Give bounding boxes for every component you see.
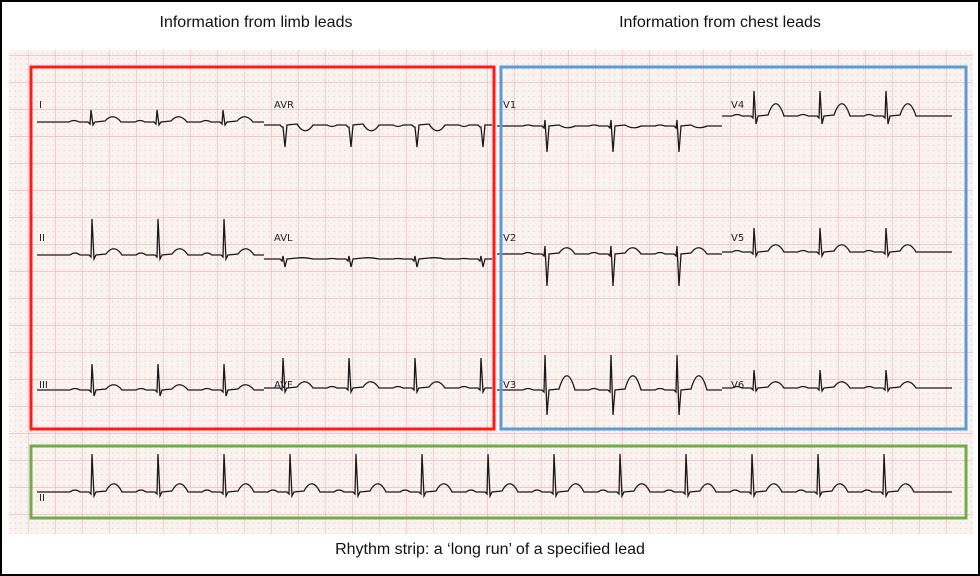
lead-label-III: III [39, 380, 48, 391]
grid [9, 50, 973, 534]
trace-rhythm-II [37, 453, 952, 499]
trace-V1 [497, 119, 722, 153]
lead-label-rhythm: II [39, 493, 45, 504]
trace-I [37, 109, 264, 127]
trace-V4 [722, 90, 952, 125]
trace-III [37, 363, 264, 397]
lead-label-V4: V4 [731, 100, 744, 111]
rhythm-strip-caption: Rhythm strip: a ‘long run’ of a specifie… [335, 541, 645, 558]
limb-leads-title: Information from limb leads [159, 14, 353, 31]
lead-label-V5: V5 [731, 233, 744, 244]
lead-label-V2: V2 [503, 233, 516, 244]
rhythm-strip-box [29, 444, 968, 520]
lead-label-aVF: AVF [274, 380, 293, 391]
lead-label-aVR: AVR [274, 100, 294, 111]
limb-leads-box [29, 65, 496, 431]
trace-V3 [497, 354, 722, 416]
lead-label-V3: V3 [503, 380, 516, 391]
lead-label-II: II [39, 233, 45, 244]
trace-V5 [722, 227, 952, 259]
ecg-traces [37, 90, 952, 499]
lead-label-aVL: AVL [274, 233, 293, 244]
trace-aVL [264, 255, 492, 268]
trace-V2 [497, 245, 722, 287]
trace-V6 [722, 369, 952, 393]
trace-II [37, 218, 264, 262]
chest-leads-title: Information from chest leads [619, 14, 821, 31]
chest-leads-box [499, 65, 968, 431]
lead-label-V6: V6 [731, 380, 744, 391]
lead-label-V1: V1 [503, 100, 516, 111]
lead-label-I: I [39, 100, 42, 111]
trace-aVF [264, 357, 492, 395]
trace-aVR [264, 123, 492, 148]
